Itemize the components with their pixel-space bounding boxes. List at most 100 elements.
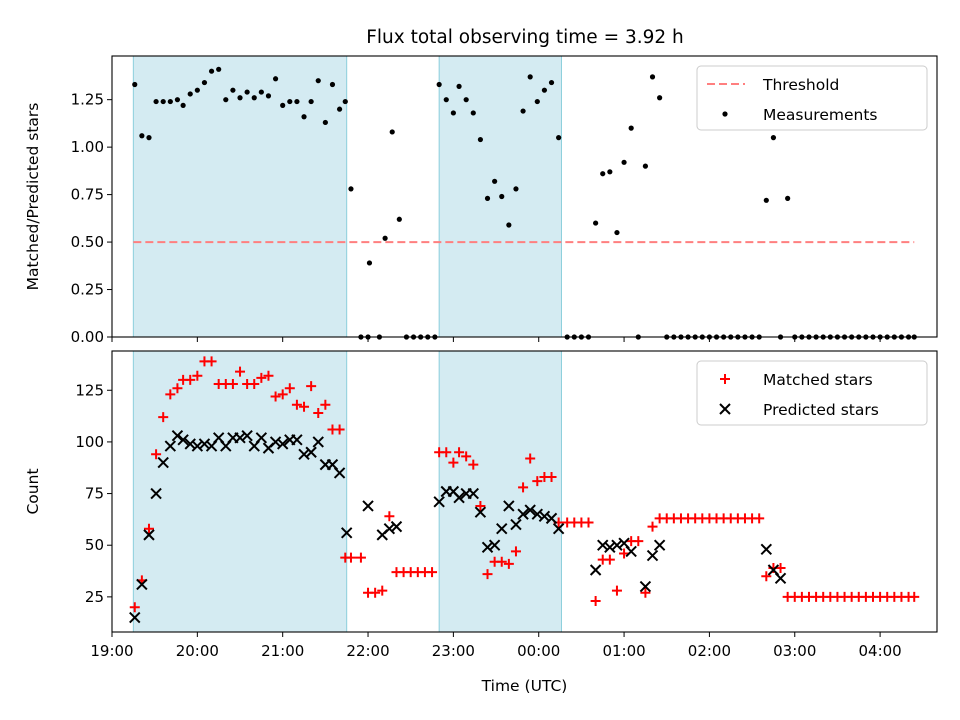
measurement-point [294, 98, 300, 105]
y-tick-label: 75 [85, 485, 104, 503]
matched-star-point [441, 447, 452, 458]
predicted-star-point [312, 436, 324, 448]
measurement-point [322, 119, 328, 126]
predicted-star-point [150, 487, 162, 500]
measurement-point [139, 133, 145, 139]
axes-frame [111, 55, 938, 338]
measurement-point [382, 235, 388, 241]
matched-star-point [640, 587, 651, 598]
matched-star-point [306, 381, 317, 392]
measurement-point [153, 98, 159, 105]
predicted-star-point [241, 430, 253, 442]
matched-star-point [761, 571, 772, 582]
measurement-point [208, 68, 215, 74]
y-tick-label: 1.25 [71, 91, 104, 109]
measurement-point [132, 81, 138, 88]
predicted-star-point [481, 541, 494, 553]
measurement-point [484, 195, 491, 201]
predicted-star-point [589, 564, 602, 576]
matched-star-point [633, 536, 644, 547]
predicted-star-point [604, 541, 616, 553]
top-panel: 0.00 0.25 0.50 0.75 1.00 1.25 Matched/Predicte… [24, 55, 938, 346]
measurement-point [499, 193, 505, 200]
matched-star-point [518, 482, 529, 493]
measurement-point [167, 98, 173, 105]
legend-measurement-marker [722, 111, 728, 117]
x-tick-label: 19:00 [90, 642, 133, 660]
predicted-star-point [611, 539, 623, 551]
measurement-point [607, 169, 613, 175]
measurement-point [389, 129, 395, 135]
predicted-star-point [503, 500, 515, 512]
y-tick-label: 0.25 [71, 281, 104, 299]
matched-star-point [263, 370, 274, 381]
predicted-star-point [552, 522, 565, 535]
matched-star-point [345, 552, 356, 563]
predicted-star-point [474, 506, 487, 518]
matched-star-point [909, 591, 920, 602]
predicted-star-point [362, 500, 374, 512]
matched-star-point [377, 585, 388, 596]
matched-star-point [482, 569, 493, 580]
predicted-star-point [129, 611, 141, 624]
predicted-star-point [510, 518, 522, 531]
matched-star-point [546, 472, 557, 483]
y-tick-label: 0.50 [71, 233, 104, 251]
matched-star-point [532, 476, 543, 487]
measurement-point [763, 197, 769, 203]
measurement-point [258, 89, 264, 95]
predicted-star-point [545, 512, 558, 525]
predicted-star-point [625, 545, 637, 558]
matched-star-point [604, 554, 615, 565]
measurement-point [600, 171, 606, 177]
measurement-point [308, 98, 314, 105]
y-tick-label: 0.75 [71, 186, 104, 204]
predicted-star-point [531, 508, 544, 520]
measurement-point [348, 186, 354, 192]
measurement-point [237, 95, 243, 101]
chart-title-group: Flux total observing time = 3.92 h [366, 27, 684, 48]
predicted-star-point [488, 539, 501, 551]
y-tick-label: 1.00 [71, 138, 104, 156]
legend-label: Predicted stars [763, 401, 879, 419]
matched-star-point [619, 548, 630, 559]
predicted-star-point [177, 434, 189, 446]
y-axis-label: Count [24, 468, 42, 514]
measurement-point [450, 110, 456, 116]
x-tick-label: 03:00 [773, 642, 816, 660]
predicted-star-point [453, 491, 465, 504]
measurement-point [548, 79, 555, 86]
legend-box [696, 65, 928, 131]
predicted-star-point [234, 432, 246, 444]
predicted-star-point [653, 539, 666, 551]
y-axis-label: Matched/Predicted stars [24, 103, 42, 291]
legend-box [696, 360, 928, 426]
measurement-point [443, 97, 449, 103]
measurement-point [272, 76, 279, 82]
predicted-star-point [276, 438, 289, 450]
measurement-point [534, 98, 540, 105]
predicted-star-point [157, 456, 169, 469]
predicted-star-point [433, 496, 445, 508]
predicted-star-point [184, 438, 196, 450]
matched-star-point [427, 567, 438, 578]
predicted-star-point [198, 438, 211, 450]
measurement-point [492, 178, 498, 184]
measurement-point [396, 216, 402, 222]
matched-star-point [284, 383, 295, 394]
measurement-point [160, 98, 166, 105]
measurement-point [527, 74, 533, 80]
measurement-point [366, 260, 373, 266]
measurement-point [657, 95, 663, 101]
measurement-point [315, 78, 321, 84]
predicted-star-point [291, 434, 303, 446]
matched-star-point [754, 513, 765, 524]
matched-star-point [355, 552, 366, 563]
matched-star-point [143, 523, 154, 534]
matched-star-point [475, 500, 486, 511]
measurement-point [506, 222, 512, 228]
predicted-star-point [191, 440, 204, 452]
measurement-point [146, 135, 152, 141]
matched-star-point [334, 424, 345, 435]
